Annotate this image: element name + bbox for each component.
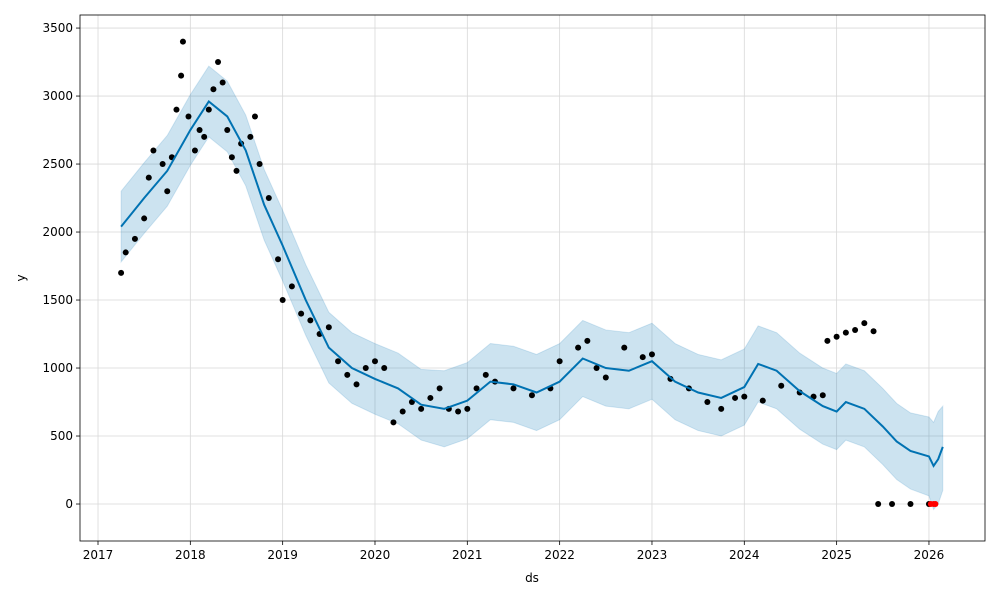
- observed-point: [279, 297, 286, 304]
- observed-point: [464, 405, 471, 412]
- observed-point: [639, 354, 646, 361]
- observed-point: [131, 235, 138, 242]
- observed-point: [201, 133, 208, 140]
- observed-point: [602, 374, 609, 381]
- observed-point: [205, 106, 212, 113]
- recent-point: [932, 501, 939, 508]
- x-tick-label: 2026: [914, 548, 945, 562]
- observed-point: [528, 392, 535, 399]
- observed-point: [418, 405, 425, 412]
- observed-point: [173, 106, 180, 113]
- observed-point: [150, 147, 157, 154]
- observed-point: [390, 419, 397, 426]
- y-tick-label: 500: [50, 429, 73, 443]
- observed-point: [759, 397, 766, 404]
- forecast-line: [120, 100, 944, 468]
- observed-point: [164, 188, 171, 195]
- x-tick-label: 2018: [175, 548, 206, 562]
- observed-point: [353, 381, 360, 388]
- x-tick-label: 2019: [267, 548, 298, 562]
- plot-area: [80, 15, 985, 541]
- y-tick-label: 1500: [42, 293, 73, 307]
- observed-point: [228, 154, 235, 161]
- observed-point: [275, 256, 282, 263]
- y-tick-label: 2000: [42, 225, 73, 239]
- y-tick-label: 1000: [42, 361, 73, 375]
- plot-frame: [79, 14, 986, 542]
- observed-point: [145, 174, 152, 181]
- observed-point: [178, 72, 185, 79]
- observed-point: [215, 59, 222, 66]
- y-tick-label: 3000: [42, 89, 73, 103]
- x-tick-label: 2017: [83, 548, 114, 562]
- observed-point: [141, 215, 148, 222]
- observed-point: [861, 320, 868, 327]
- y-tick-label: 2500: [42, 157, 73, 171]
- observed-point: [870, 328, 877, 335]
- observed-point: [344, 371, 351, 378]
- observed-point: [288, 283, 295, 290]
- observed-point: [473, 385, 480, 392]
- observed-point: [219, 79, 226, 86]
- observed-point: [399, 408, 406, 415]
- observed-point: [265, 195, 272, 202]
- observed-point: [427, 394, 434, 401]
- observed-point: [335, 358, 342, 365]
- observed-point: [482, 371, 489, 378]
- observed-point: [852, 326, 859, 333]
- x-tick-label: 2021: [452, 548, 483, 562]
- observed-point: [191, 147, 198, 154]
- observed-point: [325, 324, 332, 331]
- x-tick-label: 2022: [544, 548, 575, 562]
- observed-point: [889, 501, 896, 508]
- y-tick-label: 0: [65, 497, 73, 511]
- y-axis-label: y: [14, 274, 28, 281]
- observed-point: [833, 333, 840, 340]
- observed-point: [778, 382, 785, 389]
- observed-point: [875, 501, 882, 508]
- observed-point: [196, 127, 203, 134]
- x-tick-label: 2023: [637, 548, 668, 562]
- x-tick-label: 2025: [821, 548, 852, 562]
- observed-point: [648, 351, 655, 358]
- observed-point: [159, 161, 166, 168]
- observed-point: [251, 113, 258, 120]
- observed-point: [362, 365, 369, 372]
- observed-point: [118, 269, 125, 276]
- observed-point: [233, 167, 240, 174]
- x-axis-label: ds: [525, 571, 539, 585]
- observed-point: [122, 249, 129, 256]
- observed-point: [256, 161, 263, 168]
- x-tick-label: 2020: [360, 548, 391, 562]
- observed-point: [584, 337, 591, 344]
- observed-point: [210, 86, 217, 93]
- observed-point: [455, 408, 462, 415]
- x-tick-label: 2024: [729, 548, 760, 562]
- observed-point: [824, 337, 831, 344]
- observed-point: [907, 501, 914, 508]
- observed-point: [842, 329, 849, 336]
- observed-point: [718, 405, 725, 412]
- y-tick-label: 3500: [42, 21, 73, 35]
- observed-point: [307, 317, 314, 324]
- observed-point: [247, 133, 254, 140]
- observed-point: [298, 310, 305, 317]
- observed-point: [371, 358, 378, 365]
- observed-point: [819, 392, 826, 399]
- observed-point: [381, 365, 388, 372]
- observed-point: [408, 399, 415, 406]
- observed-point: [224, 127, 231, 134]
- observed-point: [621, 344, 628, 351]
- observed-point: [741, 393, 748, 400]
- observed-point: [436, 385, 443, 392]
- observed-point: [575, 344, 582, 351]
- observed-point: [510, 385, 517, 392]
- observed-point: [593, 365, 600, 372]
- observed-point: [732, 394, 739, 401]
- observed-point: [556, 358, 563, 365]
- observed-point: [704, 399, 711, 406]
- observed-point: [185, 113, 192, 120]
- observed-point: [179, 38, 186, 45]
